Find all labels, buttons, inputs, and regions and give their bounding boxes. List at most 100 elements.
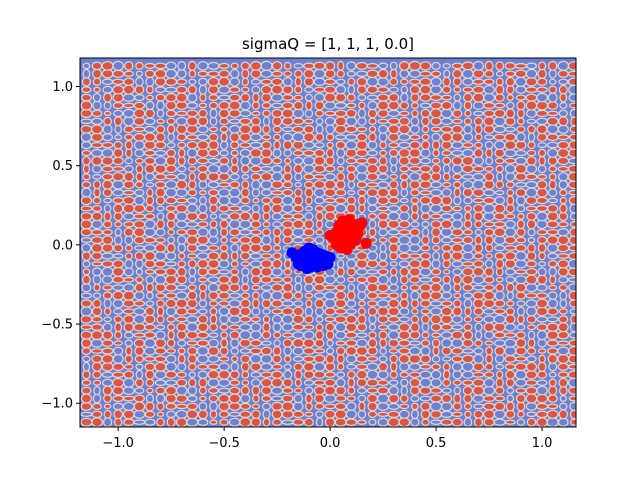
- contour-blob: [209, 126, 219, 133]
- contour-blob: [165, 385, 178, 396]
- contour-blob: [398, 116, 410, 126]
- contour-blob: [241, 174, 250, 180]
- contour-blob: [335, 134, 347, 141]
- contour-blob: [559, 402, 568, 411]
- contour-blob: [112, 284, 125, 291]
- contour-blob: [461, 251, 474, 261]
- contour-blob: [409, 340, 421, 346]
- contour-blob: [123, 171, 135, 182]
- contour-blob: [430, 94, 443, 101]
- contour-blob: [176, 69, 187, 79]
- contour-blob: [399, 266, 410, 277]
- contour-blob: [165, 68, 178, 79]
- contour-blob: [240, 261, 251, 267]
- contour-blob: [421, 331, 430, 339]
- contour-blob: [558, 284, 568, 292]
- contour-blob: [516, 108, 525, 119]
- contour-blob: [154, 260, 167, 268]
- contour-blob: [368, 117, 377, 126]
- contour-blob: [229, 274, 240, 285]
- contour-blob: [250, 371, 262, 378]
- contour-blob: [91, 348, 103, 354]
- contour-blob: [229, 86, 241, 94]
- contour-blob: [251, 291, 260, 300]
- contour-blob: [260, 78, 273, 85]
- contour-blob: [411, 203, 419, 214]
- contour-blob: [504, 355, 517, 363]
- contour-blob: [324, 211, 336, 222]
- contour-blob: [91, 410, 103, 418]
- contour-blob: [91, 323, 103, 332]
- contour-blob: [336, 275, 346, 284]
- contour-blob: [420, 308, 431, 315]
- contour-blob: [388, 86, 399, 93]
- contour-blob: [559, 189, 568, 197]
- blue-point: [305, 255, 317, 267]
- contour-blob: [187, 60, 197, 72]
- contour-blob: [144, 418, 156, 426]
- contour-blob: [452, 68, 463, 79]
- contour-blob: [186, 235, 199, 246]
- contour-blob: [400, 385, 408, 396]
- contour-blob: [462, 132, 474, 142]
- contour-blob: [335, 340, 346, 346]
- contour-blob: [547, 403, 559, 410]
- contour-blob: [218, 369, 231, 380]
- contour-blob: [505, 307, 515, 316]
- contour-blob: [239, 306, 251, 317]
- contour-blob: [305, 401, 313, 411]
- contour-blob: [219, 418, 229, 426]
- contour-blob: [378, 361, 389, 372]
- contour-blob: [388, 92, 400, 103]
- contour-blob: [80, 93, 92, 102]
- contour-blob: [207, 267, 220, 276]
- contour-blob: [346, 363, 357, 370]
- contour-blob: [167, 323, 176, 332]
- contour-blob: [123, 276, 135, 283]
- contour-blob: [165, 354, 177, 364]
- contour-blob: [114, 322, 123, 333]
- contour-blob: [377, 86, 390, 94]
- contour-blob: [282, 387, 294, 394]
- contour-blob: [494, 93, 505, 102]
- contour-blob: [335, 330, 347, 340]
- contour-blob: [366, 163, 379, 174]
- contour-blob: [430, 76, 442, 87]
- contour-blob: [218, 259, 230, 269]
- contour-blob: [495, 77, 504, 87]
- contour-blob: [546, 235, 559, 245]
- contour-blob: [198, 299, 208, 308]
- contour-blob: [453, 393, 462, 404]
- contour-blob: [483, 308, 496, 315]
- contour-blob: [377, 118, 389, 124]
- contour-blob: [505, 203, 515, 214]
- contour-blob: [314, 393, 325, 404]
- contour-blob: [313, 354, 326, 364]
- contour-blob: [536, 292, 548, 299]
- contour-blob: [283, 369, 293, 380]
- contour-blob: [228, 314, 241, 324]
- contour-blob: [347, 283, 355, 293]
- contour-blob: [367, 338, 378, 349]
- contour-blob: [134, 181, 144, 189]
- contour-blob: [410, 290, 420, 301]
- contour-blob: [514, 69, 528, 79]
- contour-blob: [568, 339, 576, 347]
- contour-blob: [410, 315, 420, 324]
- contour-blob: [271, 171, 283, 182]
- contour-blob: [134, 354, 144, 363]
- contour-blob: [388, 338, 400, 348]
- contour-blob: [303, 324, 315, 331]
- contour-blob: [504, 338, 517, 348]
- contour-blob: [546, 220, 559, 229]
- contour-blob: [430, 282, 443, 293]
- contour-blob: [399, 101, 409, 110]
- contour-blob: [515, 338, 527, 349]
- contour-blob: [334, 196, 347, 205]
- contour-blob: [251, 403, 261, 410]
- contour-blob: [430, 394, 443, 403]
- contour-blob: [474, 235, 483, 245]
- contour-blob: [102, 322, 113, 332]
- contour-blob: [208, 235, 219, 245]
